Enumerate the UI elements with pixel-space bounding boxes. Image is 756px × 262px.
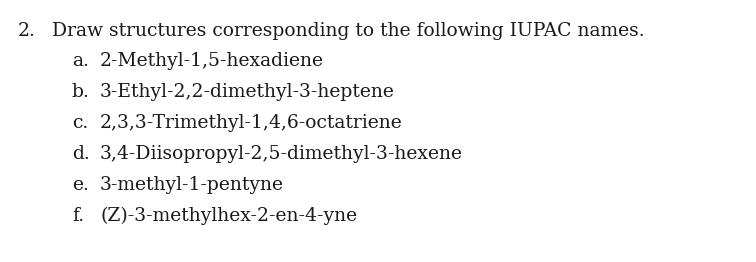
Text: f.: f. — [72, 207, 84, 225]
Text: 3-Ethyl-2,2-dimethyl-3-heptene: 3-Ethyl-2,2-dimethyl-3-heptene — [100, 83, 395, 101]
Text: d.: d. — [72, 145, 90, 163]
Text: e.: e. — [72, 176, 89, 194]
Text: a.: a. — [72, 52, 89, 70]
Text: 2,3,3-Trimethyl-1,4,6-octatriene: 2,3,3-Trimethyl-1,4,6-octatriene — [100, 114, 403, 132]
Text: 3,4-Diisopropyl-2,5-dimethyl-3-hexene: 3,4-Diisopropyl-2,5-dimethyl-3-hexene — [100, 145, 463, 163]
Text: c.: c. — [72, 114, 88, 132]
Text: 2-Methyl-1,5-hexadiene: 2-Methyl-1,5-hexadiene — [100, 52, 324, 70]
Text: Draw structures corresponding to the following IUPAC names.: Draw structures corresponding to the fol… — [52, 22, 645, 40]
Text: (Z)-3-methylhex-2-en-4-yne: (Z)-3-methylhex-2-en-4-yne — [100, 207, 357, 225]
Text: 2.: 2. — [18, 22, 36, 40]
Text: 3-methyl-1-pentyne: 3-methyl-1-pentyne — [100, 176, 284, 194]
Text: b.: b. — [72, 83, 90, 101]
